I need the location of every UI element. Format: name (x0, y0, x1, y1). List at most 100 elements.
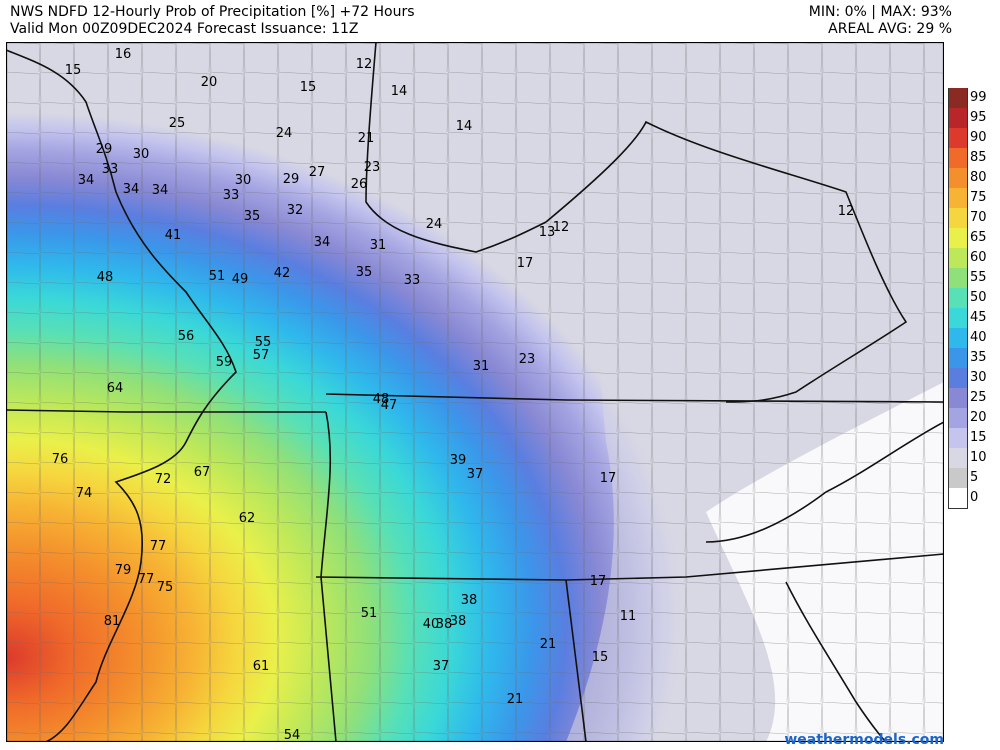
legend-swatch (948, 228, 968, 248)
probability-value: 35 (356, 265, 373, 280)
probability-value: 31 (473, 359, 490, 374)
legend-label: 0 (970, 490, 979, 505)
legend-swatch (948, 428, 968, 448)
probability-value: 41 (165, 228, 182, 243)
map-title: NWS NDFD 12-Hourly Prob of Precipitation… (10, 4, 415, 20)
probability-value: 12 (356, 57, 373, 72)
probability-value: 27 (309, 165, 326, 180)
probability-value: 24 (276, 126, 293, 141)
probability-value: 17 (600, 471, 617, 486)
probability-value: 15 (592, 650, 609, 665)
legend-swatch (948, 348, 968, 368)
probability-value: 21 (358, 131, 375, 146)
probability-value: 77 (138, 572, 155, 587)
probability-value: 21 (507, 692, 524, 707)
legend-label: 75 (970, 190, 987, 205)
probability-value: 33 (223, 188, 240, 203)
legend-swatch (948, 148, 968, 168)
legend-label: 20 (970, 410, 987, 425)
legend-label: 45 (970, 310, 987, 325)
probability-value: 14 (456, 119, 473, 134)
legend-swatch (948, 488, 968, 508)
legend-swatch (948, 108, 968, 128)
probability-value: 75 (157, 580, 174, 595)
min-max-readout: MIN: 0% | MAX: 93% (808, 4, 952, 20)
probability-value: 29 (283, 172, 300, 187)
legend-label: 25 (970, 390, 987, 405)
probability-value: 61 (253, 659, 270, 674)
probability-value: 72 (155, 472, 172, 487)
legend-label: 95 (970, 110, 987, 125)
legend-label: 5 (970, 470, 979, 485)
probability-value: 38 (450, 614, 467, 629)
probability-value: 67 (194, 465, 211, 480)
probability-value: 23 (364, 160, 381, 175)
probability-value: 54 (284, 728, 301, 742)
probability-value: 16 (115, 47, 132, 62)
probability-value: 51 (209, 269, 226, 284)
probability-value: 81 (104, 614, 121, 629)
probability-value: 14 (391, 84, 408, 99)
probability-value: 33 (404, 273, 421, 288)
probability-value: 32 (287, 203, 304, 218)
legend-label: 35 (970, 350, 987, 365)
legend-label: 50 (970, 290, 987, 305)
legend-swatch (948, 368, 968, 388)
probability-value: 49 (232, 272, 249, 287)
legend-label: 10 (970, 450, 987, 465)
legend-swatch (948, 208, 968, 228)
probability-value: 77 (150, 539, 167, 554)
probability-value: 34 (152, 183, 169, 198)
legend-swatch (948, 328, 968, 348)
legend-swatch (948, 168, 968, 188)
legend-label: 80 (970, 170, 987, 185)
probability-value: 56 (178, 329, 195, 344)
probability-value: 30 (235, 173, 252, 188)
probability-value: 17 (517, 256, 534, 271)
probability-value: 25 (169, 116, 186, 131)
areal-average-readout: AREAL AVG: 29 % (828, 21, 952, 37)
probability-value: 37 (433, 659, 450, 674)
probability-value: 62 (239, 511, 256, 526)
probability-value: 55 (255, 335, 272, 350)
probability-value: 34 (314, 235, 331, 250)
legend-swatch (948, 308, 968, 328)
probability-value: 34 (123, 182, 140, 197)
probability-value: 57 (253, 348, 270, 363)
probability-value: 12 (838, 204, 855, 219)
legend-label: 55 (970, 270, 987, 285)
probability-value: 24 (426, 217, 443, 232)
legend-swatch (948, 268, 968, 288)
probability-value: 39 (450, 453, 467, 468)
credit-watermark: weathermodels.com (784, 732, 944, 748)
probability-value: 48 (97, 270, 114, 285)
probability-value: 79 (115, 563, 132, 578)
probability-value: 47 (381, 398, 398, 413)
legend-label: 65 (970, 230, 987, 245)
probability-value: 30 (133, 147, 150, 162)
legend-label: 60 (970, 250, 987, 265)
legend-swatch (948, 468, 968, 488)
legend-label: 90 (970, 130, 987, 145)
probability-value: 11 (620, 609, 637, 624)
color-legend: 99 95 90 85 80 75 70 65 60 55 50 45 40 35 30 25 20 15 10 5 0 (948, 88, 1000, 528)
probability-value: 21 (540, 637, 557, 652)
probability-value: 17 (590, 574, 607, 589)
legend-label: 70 (970, 210, 987, 225)
probability-value: 59 (216, 355, 233, 370)
probability-value: 35 (244, 209, 261, 224)
probability-value: 38 (461, 593, 478, 608)
legend-swatch (948, 128, 968, 148)
probability-value: 48 (373, 392, 390, 407)
probability-value: 13 (539, 225, 556, 240)
probability-value: 42 (274, 266, 291, 281)
probability-value: 12 (553, 220, 570, 235)
probability-value: 29 (96, 142, 113, 157)
legend-swatch (948, 188, 968, 208)
legend-swatch (948, 248, 968, 268)
legend-label: 15 (970, 430, 987, 445)
probability-value: 31 (370, 238, 387, 253)
probability-value: 40 (423, 617, 440, 632)
